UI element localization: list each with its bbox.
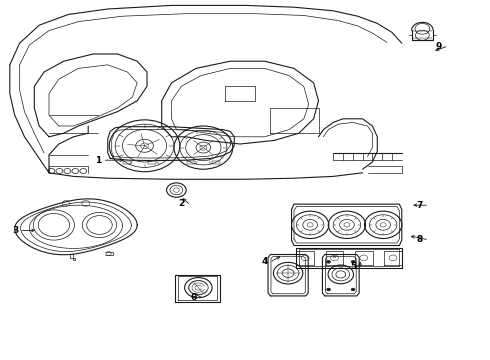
Circle shape (326, 288, 330, 291)
Text: 2: 2 (178, 199, 185, 208)
Circle shape (351, 260, 355, 263)
Text: 6: 6 (191, 292, 197, 302)
Text: 9: 9 (436, 42, 442, 51)
Text: 3: 3 (12, 226, 18, 235)
Circle shape (326, 260, 330, 263)
Circle shape (351, 288, 355, 291)
Text: 4: 4 (262, 256, 268, 265)
Text: 1: 1 (95, 156, 101, 165)
Text: 7: 7 (416, 201, 422, 210)
Text: 5: 5 (350, 262, 356, 271)
Text: 8: 8 (416, 235, 422, 244)
